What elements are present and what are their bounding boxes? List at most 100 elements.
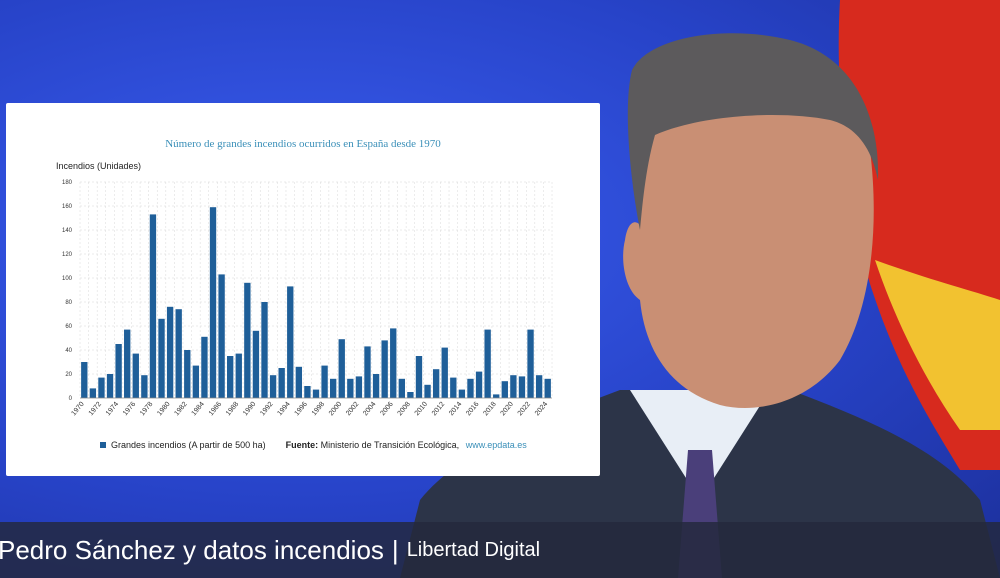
bar-2015 bbox=[467, 378, 474, 398]
bar-2007 bbox=[398, 378, 405, 398]
x-tick-label: 2002 bbox=[345, 401, 360, 418]
bar-2020 bbox=[510, 375, 517, 398]
bar-2010 bbox=[424, 384, 431, 398]
bar-1981 bbox=[175, 309, 182, 398]
chart-panel: Número de grandes incendios ocurridos en… bbox=[6, 103, 600, 476]
bar-1979 bbox=[158, 318, 165, 398]
source-label: Fuente: bbox=[285, 440, 319, 450]
bar-1973 bbox=[106, 374, 114, 398]
source-text: Ministerio de Transición Ecológica, bbox=[320, 440, 460, 450]
bar-2002 bbox=[355, 376, 363, 398]
chart-legend: Grandes incendios (A partir de 500 ha) F… bbox=[100, 440, 527, 450]
caption-separator: | bbox=[391, 534, 399, 565]
y-tick-label: 80 bbox=[65, 300, 72, 306]
bar-1983 bbox=[192, 365, 200, 398]
chart-title: Número de grandes incendios ocurridos en… bbox=[165, 138, 441, 150]
x-tick-label: 2016 bbox=[465, 401, 480, 418]
bar-2014 bbox=[458, 389, 466, 398]
bar-2016 bbox=[475, 371, 483, 398]
spanish-flag bbox=[838, 0, 1000, 470]
bar-2023 bbox=[535, 375, 543, 398]
x-tick-label: 1982 bbox=[173, 401, 188, 418]
x-tick-label: 1970 bbox=[70, 401, 85, 418]
bar-1987 bbox=[227, 356, 234, 398]
bar-1990 bbox=[252, 330, 260, 398]
x-tick-label: 2018 bbox=[482, 401, 497, 418]
y-tick-label: 40 bbox=[65, 348, 72, 354]
x-tick-label: 1996 bbox=[294, 401, 309, 418]
bar-2021 bbox=[518, 376, 526, 398]
x-tick-label: 1976 bbox=[122, 401, 137, 418]
x-tick-label: 1986 bbox=[208, 401, 223, 418]
bar-1972 bbox=[98, 377, 105, 398]
bar-1988 bbox=[235, 353, 242, 398]
x-tick-label: 1974 bbox=[105, 401, 120, 418]
bar-1998 bbox=[321, 365, 328, 398]
bar-1976 bbox=[132, 353, 139, 398]
y-tick-label: 120 bbox=[62, 252, 73, 258]
bar-1989 bbox=[244, 282, 251, 398]
x-tick-label: 2022 bbox=[517, 401, 532, 418]
bar-2011 bbox=[432, 369, 440, 398]
caption-bar: Pedro Sánchez y datos incendios | Libert… bbox=[0, 522, 1000, 578]
bar-2013 bbox=[450, 377, 457, 398]
bar-1994 bbox=[287, 286, 294, 398]
y-tick-label: 60 bbox=[65, 324, 72, 330]
caption-brand: Libertad Digital bbox=[406, 538, 541, 561]
y-tick-label: 160 bbox=[62, 204, 73, 210]
x-tick-label: 1978 bbox=[139, 401, 154, 418]
x-tick-label: 1992 bbox=[259, 401, 274, 418]
x-tick-label: 1988 bbox=[225, 401, 240, 418]
y-tick-label: 20 bbox=[65, 372, 72, 378]
y-tick-label: 180 bbox=[62, 180, 73, 186]
bar-2001 bbox=[347, 378, 354, 398]
bar-1974 bbox=[115, 344, 122, 398]
bar-1996 bbox=[304, 386, 311, 398]
x-tick-label: 1998 bbox=[311, 401, 326, 418]
bar-2024 bbox=[544, 378, 551, 398]
bar-1982 bbox=[184, 350, 191, 398]
y-tick-label: 100 bbox=[62, 276, 73, 282]
x-tick-label: 1972 bbox=[88, 401, 103, 418]
bar-chart: 0 20 40 60 80 100 120 140 160 180 1970 1972 1974 1976… bbox=[62, 180, 553, 418]
x-tick-label: 2024 bbox=[534, 401, 549, 418]
source-note: Fuente: Ministerio de Transición Ecológi… bbox=[286, 440, 527, 450]
x-tick-label: 2014 bbox=[448, 401, 463, 418]
bar-1997 bbox=[312, 389, 320, 398]
bar-1975 bbox=[124, 329, 131, 398]
x-tick-label: 2008 bbox=[397, 401, 412, 418]
bar-1985 bbox=[209, 207, 217, 398]
y-tick-label: 0 bbox=[69, 396, 73, 402]
bar-2004 bbox=[372, 374, 380, 398]
bar-1995 bbox=[295, 366, 303, 398]
bar-1999 bbox=[329, 378, 337, 398]
bar-2005 bbox=[381, 340, 388, 398]
bar-1984 bbox=[201, 336, 208, 398]
x-tick-label: 1984 bbox=[191, 401, 206, 418]
bar-2018 bbox=[493, 394, 500, 398]
caption-title: Pedro Sánchez y datos incendios bbox=[0, 534, 384, 565]
bar-2003 bbox=[364, 346, 371, 398]
bar-1992 bbox=[269, 375, 277, 398]
bar-2012 bbox=[441, 347, 448, 398]
legend-swatch bbox=[100, 442, 106, 448]
x-tick-label: 2000 bbox=[328, 401, 343, 418]
y-tick-label: 140 bbox=[62, 228, 73, 234]
x-tick-label: 2006 bbox=[379, 401, 394, 418]
source-link[interactable]: www.epdata.es bbox=[465, 440, 527, 450]
bar-1980 bbox=[166, 306, 174, 398]
bar-1978 bbox=[149, 214, 157, 398]
bar-1991 bbox=[261, 302, 268, 398]
bar-2009 bbox=[415, 356, 423, 398]
bar-2006 bbox=[390, 328, 397, 398]
bar-1977 bbox=[141, 375, 148, 398]
x-tick-label: 2020 bbox=[500, 401, 515, 418]
legend-label: Grandes incendios (A partir de 500 ha) bbox=[111, 440, 266, 450]
bar-2019 bbox=[501, 381, 508, 398]
bar-1986 bbox=[218, 274, 225, 398]
x-tick-label: 1990 bbox=[242, 401, 257, 418]
x-tick-label: 2004 bbox=[362, 401, 377, 418]
bar-2017 bbox=[484, 329, 491, 398]
y-axis-label: Incendios (Unidades) bbox=[56, 161, 142, 171]
bar-1971 bbox=[89, 388, 97, 398]
